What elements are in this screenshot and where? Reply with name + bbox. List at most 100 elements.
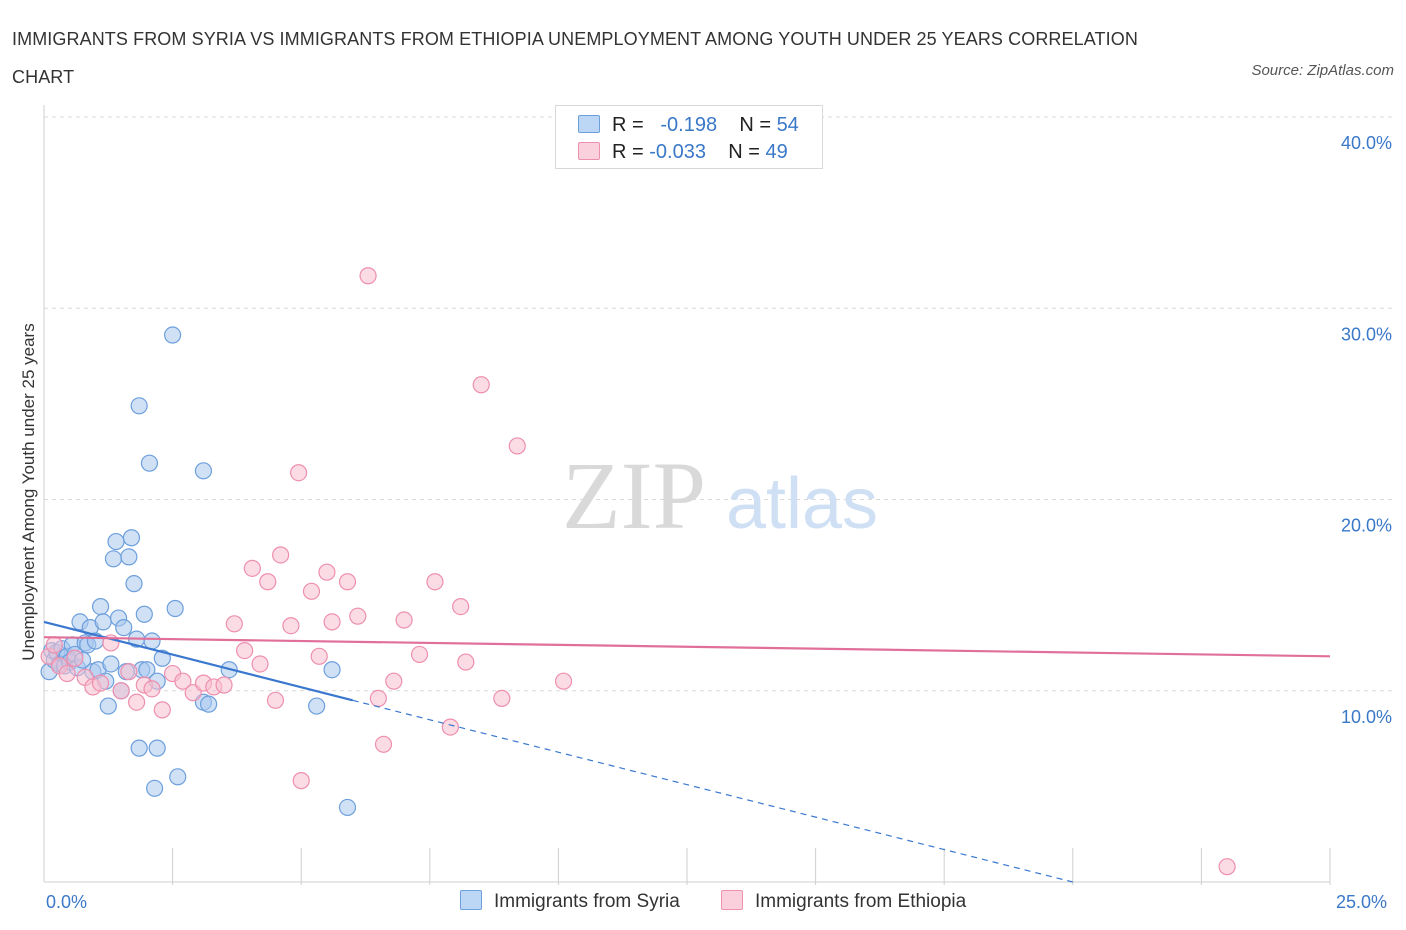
ethiopia-point (1218, 858, 1236, 876)
ethiopia-point (359, 267, 377, 285)
ethiopia-point (441, 718, 459, 736)
ethiopia-point (45, 636, 63, 654)
ethiopia-point (215, 676, 233, 694)
ethiopia-point (369, 689, 387, 708)
ethiopia-point (472, 376, 490, 394)
syria-point (145, 779, 164, 797)
ethiopia-n-value: 49 (765, 141, 788, 163)
ethiopia-point (410, 645, 429, 664)
syria-point (94, 613, 112, 631)
y-axis-label: Unemployment Among Youth under 25 years (19, 323, 38, 660)
ethiopia-point (374, 735, 393, 753)
syria-point (169, 768, 187, 786)
ethiopia-point (127, 693, 146, 711)
ethiopia-point (385, 672, 403, 690)
syria-point (194, 462, 213, 480)
syria-point (153, 649, 171, 667)
ethiopia-point (395, 611, 413, 629)
ethiopia-legend-label: Immigrants from Ethiopia (755, 891, 967, 912)
ethiopia-point (225, 615, 243, 633)
trend-lines (43, 620, 1331, 883)
ethiopia-point (554, 672, 573, 690)
ethiopia-point (120, 663, 138, 681)
syria-r-value: -0.198 (660, 114, 718, 136)
ethiopia-point (174, 672, 192, 690)
syria-point (338, 798, 357, 817)
ethiopia-r-value: -0.033 (649, 141, 706, 163)
syria-point (148, 739, 166, 757)
syria-point (130, 739, 148, 757)
ethiopia-point (292, 772, 310, 790)
syria-point (102, 655, 120, 673)
ethiopia-point (457, 653, 475, 671)
y-tick-label: 40.0% (1341, 133, 1392, 153)
ethiopia-point (452, 597, 470, 616)
syria-trend-extension (352, 699, 1073, 883)
syria-point (130, 397, 148, 415)
syria-point (107, 532, 125, 551)
n-label: N = (739, 114, 771, 136)
syria-point (166, 599, 184, 618)
syria-point (323, 661, 341, 679)
y-tick-label: 30.0% (1341, 324, 1392, 344)
n-label: N = (728, 141, 760, 163)
syria-trend-line (43, 620, 353, 702)
ethiopia-point (266, 691, 285, 709)
ethiopia-point (310, 647, 328, 665)
syria-legend-label: Immigrants from Syria (494, 891, 680, 912)
ethiopia-swatch (578, 142, 600, 160)
y-tick-labels: 10.0% 20.0% 30.0% 40.0% (1341, 133, 1392, 727)
data-points (40, 267, 1236, 876)
ethiopia-point (290, 464, 308, 482)
legend-row-syria: R = -0.198 N = 54 (578, 113, 799, 137)
ethiopia-point (259, 573, 277, 591)
syria-n-value: 54 (776, 114, 799, 136)
ethiopia-point (251, 655, 269, 673)
syria-swatch (578, 115, 600, 133)
ethiopia-legend-swatch (721, 890, 743, 910)
syria-point (308, 697, 326, 715)
legend-row-ethiopia: R = -0.033 N = 49 (578, 140, 788, 164)
correlation-legend: R = -0.198 N = 54 R = -0.033 N = 49 (555, 105, 823, 169)
ethiopia-point (323, 613, 341, 631)
ethiopia-point (302, 582, 321, 600)
syria-point (140, 454, 159, 472)
watermark-atlas: atlas (726, 464, 878, 544)
ethiopia-point (91, 674, 110, 692)
syria-point (125, 575, 143, 593)
syria-point (91, 597, 110, 616)
ethiopia-point (426, 573, 444, 591)
r-label: R = (612, 114, 644, 136)
syria-point (200, 695, 218, 713)
syria-legend-swatch (460, 890, 482, 910)
watermark: ZIP atlas (562, 442, 878, 549)
ethiopia-point (493, 689, 511, 708)
gridlines (44, 116, 1392, 692)
watermark-zip: ZIP (562, 442, 706, 549)
ethiopia-point (236, 641, 254, 660)
syria-point (135, 605, 153, 623)
x-tick-label-min: 0.0% (46, 892, 87, 912)
ethiopia-point (143, 680, 161, 698)
ethiopia-point (272, 546, 290, 564)
ethiopia-point (282, 617, 300, 635)
r-label: R = (612, 141, 644, 163)
y-tick-label: 10.0% (1341, 707, 1392, 727)
ethiopia-point (58, 664, 76, 683)
syria-point (122, 529, 141, 547)
ethiopia-point (112, 682, 130, 700)
ethiopia-trend-line (43, 636, 1331, 658)
ethiopia-point (508, 437, 526, 455)
syria-point (164, 326, 182, 344)
ethiopia-point (243, 559, 261, 577)
chart-title: IMMIGRANTS FROM SYRIA VS IMMIGRANTS FROM… (12, 29, 1138, 87)
legend-item-syria: Immigrants from Syria (460, 888, 680, 916)
syria-point (99, 697, 117, 715)
ethiopia-point (338, 573, 357, 591)
ethiopia-point (66, 649, 84, 667)
x-axis-ticks (172, 848, 1331, 885)
syria-point (120, 548, 138, 566)
syria-point (104, 550, 123, 568)
syria-point (115, 619, 133, 637)
